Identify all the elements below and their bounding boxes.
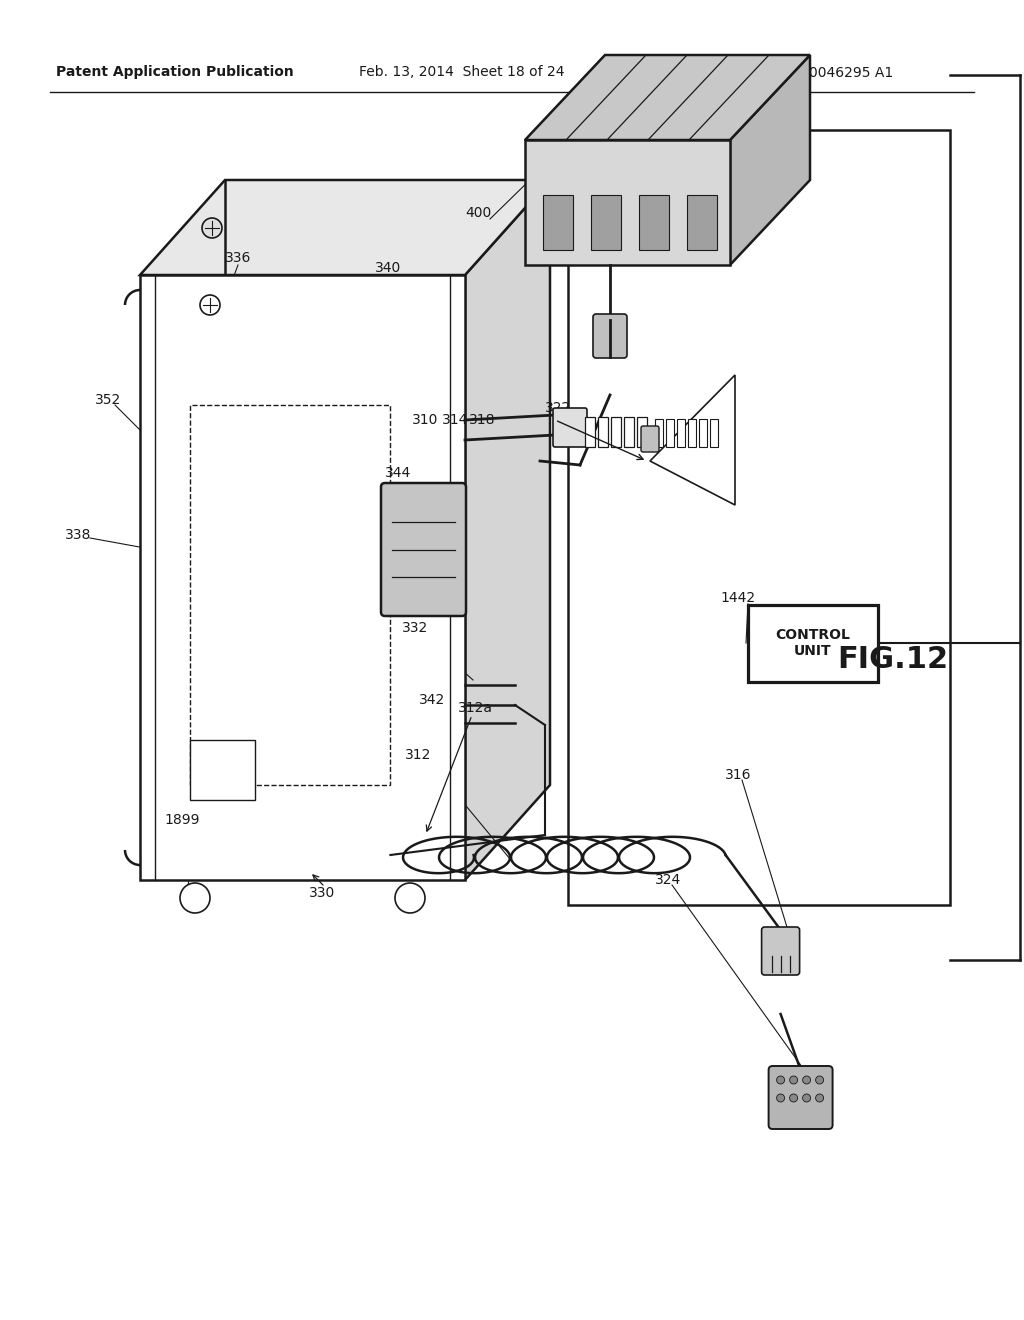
Bar [666, 418, 674, 447]
Bar [655, 418, 663, 447]
Text: 1899: 1899 [164, 813, 200, 828]
Text: 316: 316 [725, 768, 752, 781]
Text: US 2014/0046295 A1: US 2014/0046295 A1 [746, 65, 894, 79]
Polygon shape [525, 140, 730, 265]
FancyBboxPatch shape [769, 1067, 833, 1129]
Bar [591, 195, 621, 249]
Circle shape [180, 883, 210, 913]
Text: 330: 330 [309, 886, 335, 900]
Circle shape [776, 1094, 784, 1102]
Bar [637, 417, 647, 447]
Text: 324: 324 [655, 873, 681, 887]
Bar [611, 417, 621, 447]
Bar [688, 418, 696, 447]
Circle shape [776, 1076, 784, 1084]
Text: 332: 332 [401, 620, 428, 635]
Polygon shape [525, 55, 810, 140]
Bar [585, 417, 595, 447]
Text: 312: 312 [404, 748, 431, 762]
Text: 352: 352 [95, 393, 121, 407]
Text: CONTROL
UNIT: CONTROL UNIT [775, 628, 851, 659]
Text: 340: 340 [375, 261, 401, 275]
Circle shape [815, 1076, 823, 1084]
Bar [568, 129, 950, 906]
Text: 314: 314 [441, 413, 468, 426]
Bar [699, 418, 707, 447]
Circle shape [803, 1076, 811, 1084]
Circle shape [815, 1094, 823, 1102]
Text: 310: 310 [412, 413, 438, 426]
Text: 322: 322 [545, 401, 571, 414]
Text: 1442: 1442 [721, 591, 756, 605]
Bar [598, 417, 608, 447]
Circle shape [790, 1094, 798, 1102]
Circle shape [395, 883, 425, 913]
FancyBboxPatch shape [641, 426, 659, 451]
Text: 318: 318 [469, 413, 496, 426]
Text: 336: 336 [225, 251, 251, 265]
Text: Feb. 13, 2014  Sheet 18 of 24: Feb. 13, 2014 Sheet 18 of 24 [359, 65, 565, 79]
FancyBboxPatch shape [553, 408, 587, 447]
Bar [190, 741, 255, 800]
Bar [687, 195, 717, 249]
Text: 342: 342 [419, 693, 445, 708]
Text: 344: 344 [385, 466, 411, 480]
Text: 400: 400 [465, 206, 492, 220]
Bar [748, 605, 878, 682]
FancyBboxPatch shape [381, 483, 466, 616]
Text: 338: 338 [65, 528, 91, 543]
Polygon shape [140, 275, 465, 880]
Bar [710, 418, 718, 447]
FancyBboxPatch shape [762, 927, 800, 975]
Bar [543, 195, 573, 249]
Polygon shape [465, 180, 550, 880]
Polygon shape [730, 55, 810, 265]
Bar [677, 418, 685, 447]
Circle shape [803, 1094, 811, 1102]
Bar [639, 195, 669, 249]
Circle shape [202, 218, 222, 238]
Bar [190, 405, 390, 785]
Polygon shape [140, 180, 550, 275]
Text: FIG.12: FIG.12 [838, 645, 948, 675]
Circle shape [790, 1076, 798, 1084]
Text: 312a: 312a [458, 701, 493, 715]
FancyBboxPatch shape [593, 314, 627, 358]
Text: Patent Application Publication: Patent Application Publication [56, 65, 294, 79]
Circle shape [200, 294, 220, 315]
Bar [624, 417, 634, 447]
